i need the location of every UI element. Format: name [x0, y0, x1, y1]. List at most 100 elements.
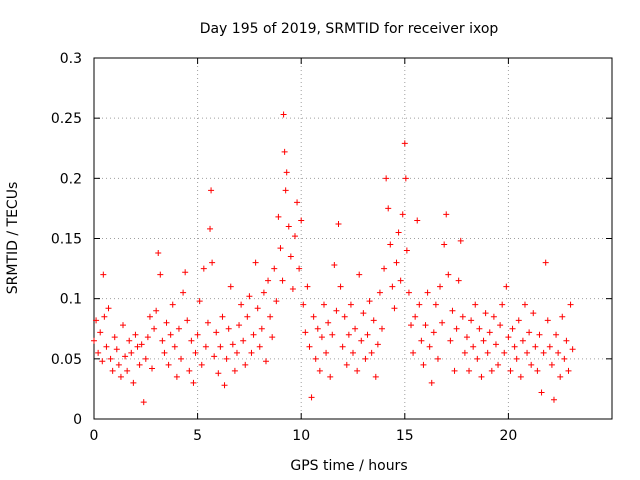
data-point — [466, 367, 473, 374]
data-point — [115, 361, 122, 368]
data-point — [412, 313, 419, 320]
data-point — [120, 322, 127, 329]
data-point — [463, 334, 470, 341]
data-point — [360, 310, 367, 317]
data-point — [198, 361, 205, 368]
data-point — [428, 379, 435, 386]
data-point — [182, 269, 189, 276]
data-point — [329, 331, 336, 338]
data-point — [395, 229, 402, 236]
data-point — [567, 301, 574, 308]
data-point — [128, 349, 135, 356]
data-point — [246, 293, 253, 300]
data-point — [260, 289, 267, 296]
data-point — [459, 313, 466, 320]
data-point — [136, 361, 143, 368]
data-point — [190, 379, 197, 386]
data-point — [262, 358, 269, 365]
data-point — [484, 349, 491, 356]
data-point — [474, 355, 481, 362]
data-point — [146, 313, 153, 320]
data-point — [229, 341, 236, 348]
data-point — [285, 223, 292, 230]
data-point — [372, 373, 379, 380]
data-point — [142, 355, 149, 362]
data-point — [107, 355, 114, 362]
data-point — [540, 349, 547, 356]
data-point — [132, 331, 139, 338]
data-point — [472, 301, 479, 308]
data-point — [335, 221, 342, 228]
data-point — [117, 373, 124, 380]
data-point — [244, 313, 251, 320]
data-point — [238, 301, 245, 308]
data-point — [354, 367, 361, 374]
data-point — [376, 289, 383, 296]
data-point — [397, 277, 404, 284]
data-point — [420, 361, 427, 368]
data-point — [327, 373, 334, 380]
data-point — [153, 307, 160, 314]
data-point — [548, 361, 555, 368]
data-point — [250, 331, 257, 338]
data-point — [521, 301, 528, 308]
y-axis-label: SRMTID / TECUs — [5, 182, 21, 295]
data-point — [530, 310, 537, 317]
data-point — [402, 175, 409, 182]
chart-title: Day 195 of 2019, SRMTID for receiver ixo… — [200, 21, 499, 37]
data-point — [316, 367, 323, 374]
data-point — [449, 307, 456, 314]
data-point — [455, 277, 462, 284]
data-point — [151, 325, 158, 332]
data-point — [91, 337, 97, 344]
data-point — [194, 331, 201, 338]
data-point — [99, 358, 106, 365]
data-point — [169, 301, 176, 308]
data-point — [320, 301, 327, 308]
data-point — [403, 247, 410, 254]
data-point — [519, 337, 526, 344]
data-point — [159, 337, 166, 344]
data-point — [254, 305, 261, 312]
data-point — [457, 237, 464, 244]
data-point — [408, 322, 415, 329]
data-point — [368, 349, 375, 356]
data-point — [507, 367, 514, 374]
data-point — [393, 259, 400, 266]
y-tick-label: 0.15 — [51, 232, 82, 248]
data-point — [227, 283, 234, 290]
data-point — [289, 286, 296, 293]
x-axis-label: GPS time / hours — [290, 458, 407, 474]
data-point — [476, 325, 483, 332]
data-point — [356, 271, 363, 278]
data-point — [559, 313, 566, 320]
data-point — [144, 334, 151, 341]
y-tick-label: 0.05 — [51, 352, 82, 368]
y-tick-label: 0.2 — [60, 171, 82, 187]
data-point — [273, 298, 280, 305]
data-point — [490, 313, 497, 320]
data-point — [192, 349, 199, 356]
data-point — [281, 148, 288, 155]
x-tick-label: 20 — [499, 428, 517, 444]
data-point — [486, 329, 493, 336]
data-point — [337, 283, 344, 290]
data-point — [437, 283, 444, 290]
data-point — [379, 325, 386, 332]
data-point — [109, 367, 116, 374]
data-point — [296, 265, 303, 272]
x-tick-label: 0 — [90, 428, 99, 444]
data-point — [542, 259, 549, 266]
data-point — [341, 313, 348, 320]
data-point — [478, 373, 485, 380]
data-point — [515, 317, 522, 324]
data-point — [441, 241, 448, 248]
data-point — [389, 283, 396, 290]
data-point — [401, 140, 408, 147]
data-point — [439, 319, 446, 326]
data-point — [370, 317, 377, 324]
data-point — [424, 289, 431, 296]
data-point — [204, 319, 211, 326]
data-point — [103, 343, 110, 350]
data-point — [171, 343, 178, 350]
